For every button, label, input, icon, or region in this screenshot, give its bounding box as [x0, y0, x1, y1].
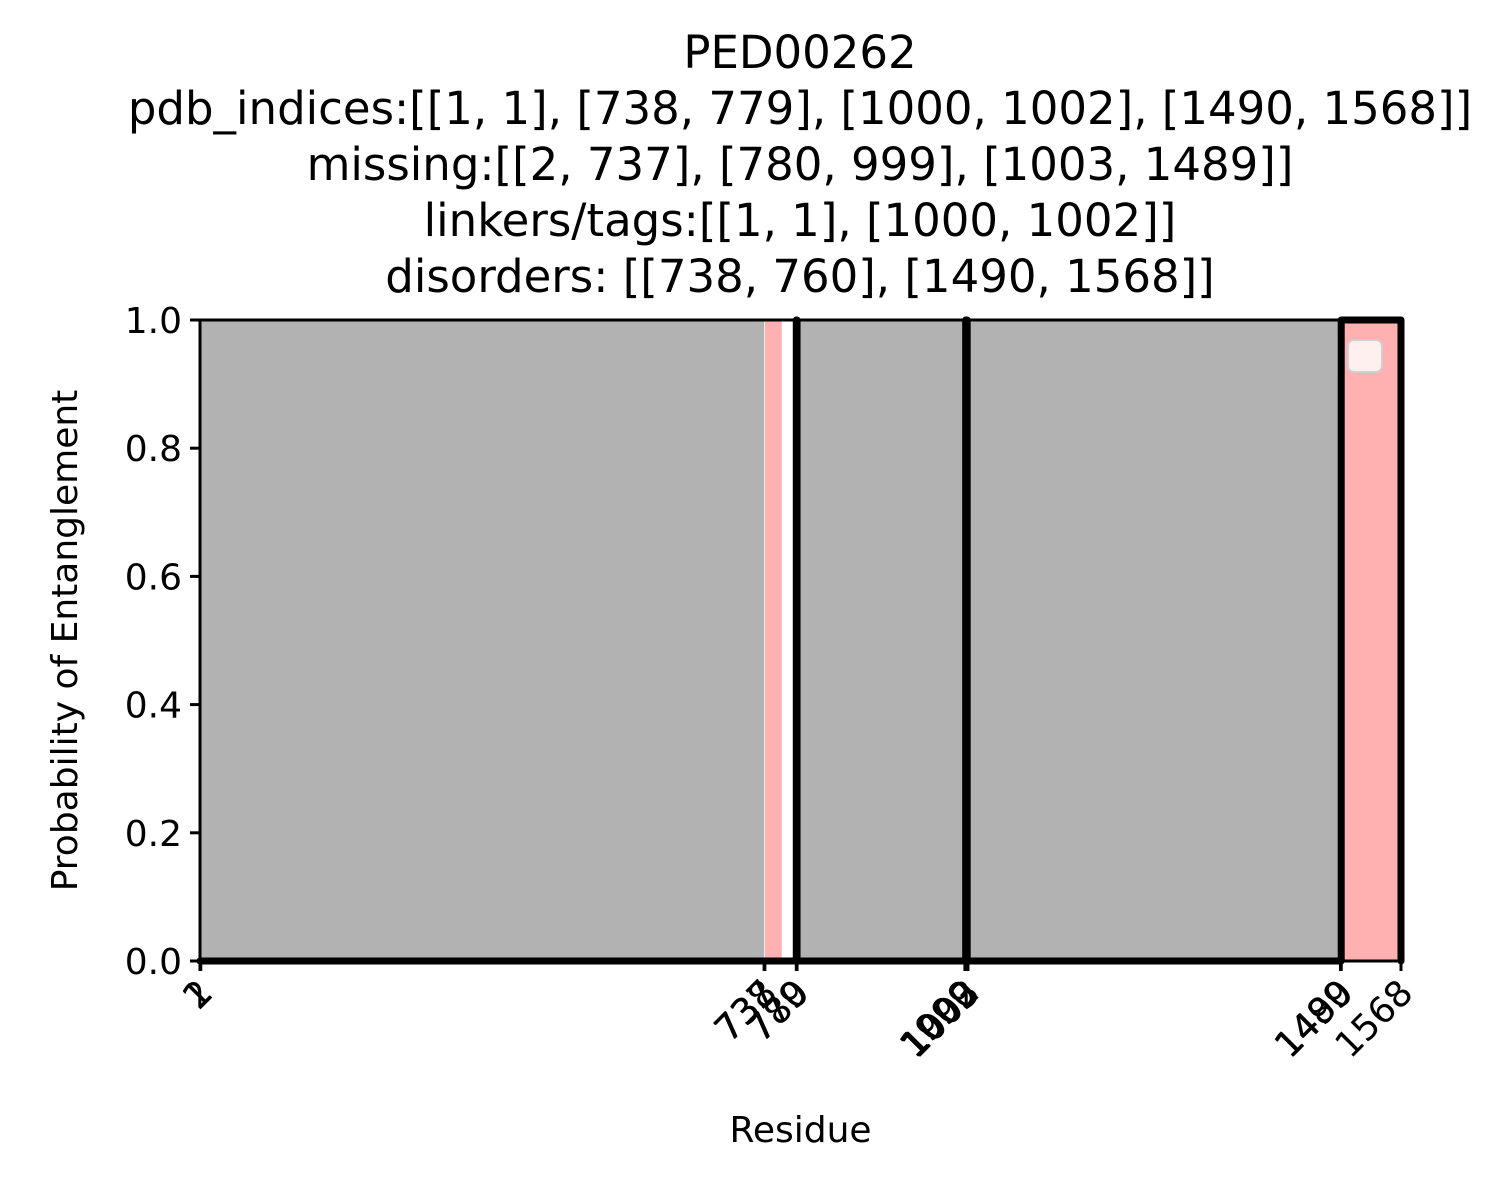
shaded-regions — [200, 320, 1401, 961]
missing-region — [200, 320, 765, 961]
y-tick-label: 0.2 — [125, 814, 182, 855]
y-axis: 0.0 0.2 0.4 0.6 0.8 1.0 — [125, 301, 200, 983]
x-tick-label: 2 — [176, 972, 221, 1017]
title-line-1: pdb_indices:[[1, 1], [738, 779], [1000, … — [128, 82, 1472, 135]
title-line-4: disorders: [[738, 760], [1490, 1568]] — [385, 250, 1214, 303]
plot-area — [196, 316, 1405, 965]
title-line-2: missing:[[2, 737], [780, 999], [1003, 14… — [307, 138, 1294, 191]
x-axis-label: Residue — [729, 1110, 871, 1151]
y-tick-label: 0.6 — [125, 557, 182, 598]
legend-box — [1347, 339, 1383, 373]
disorder-region — [1341, 320, 1401, 961]
y-tick-label: 0.4 — [125, 686, 182, 727]
title-line-3: linkers/tags:[[1, 1], [1000, 1002]] — [424, 194, 1177, 247]
axes-frame — [198, 318, 1403, 963]
disorder-region — [764, 320, 782, 961]
missing-region — [967, 320, 1341, 961]
title-line-0: PED00262 — [683, 26, 916, 79]
legend — [1347, 339, 1383, 373]
y-tick-label: 0.8 — [125, 429, 182, 470]
y-axis-label: Probability of Entanglement — [45, 390, 86, 892]
y-tick-label: 0.0 — [125, 942, 182, 983]
missing-region — [797, 320, 965, 961]
y-tick-label: 1.0 — [125, 301, 182, 342]
